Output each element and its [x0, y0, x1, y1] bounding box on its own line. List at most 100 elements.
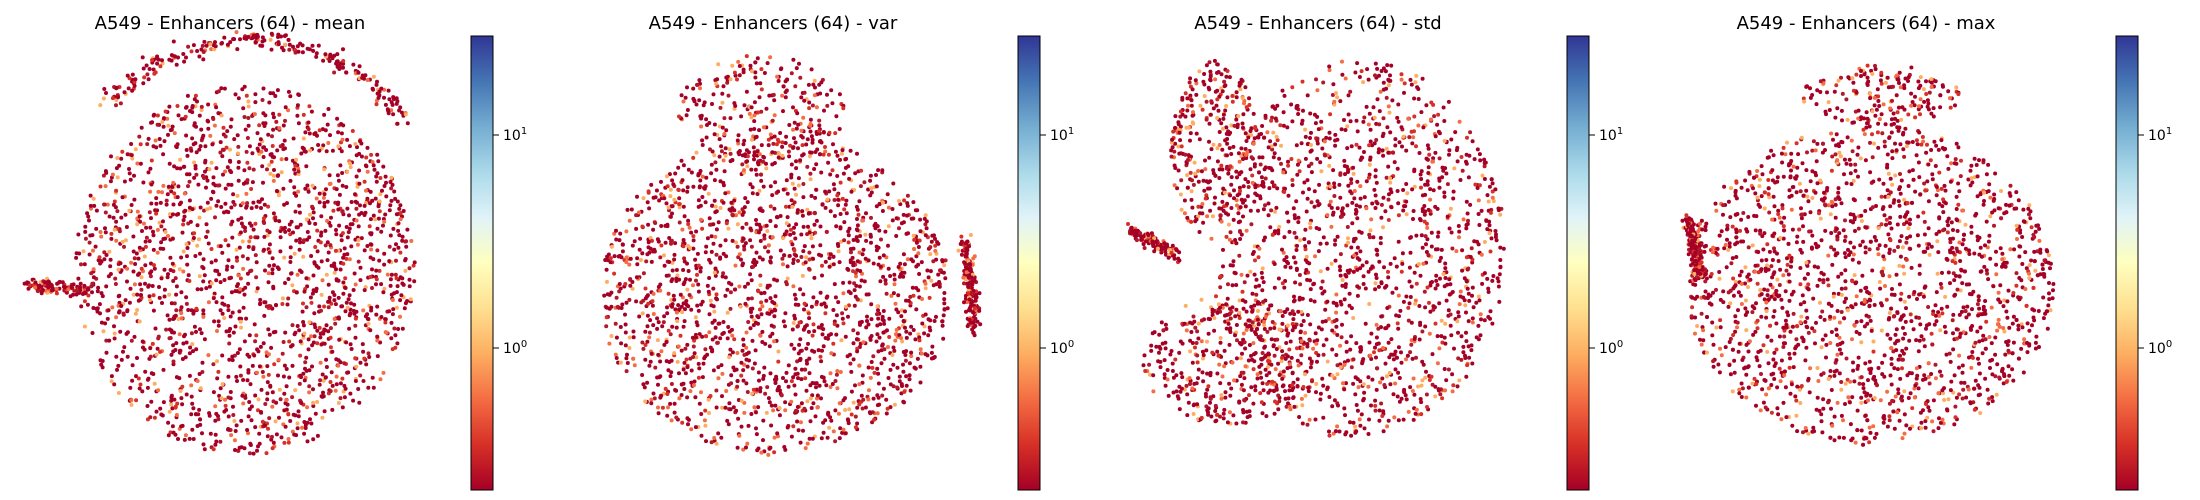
scatter-point — [881, 253, 886, 258]
scatter-point — [759, 300, 764, 305]
scatter-point — [213, 418, 218, 423]
scatter-point — [302, 238, 306, 243]
scatter-point — [231, 330, 236, 335]
scatter-point — [330, 383, 335, 388]
scatter-point — [160, 58, 164, 63]
scatter-point — [794, 192, 798, 197]
scatter-point — [334, 278, 339, 283]
scatter-point — [708, 345, 713, 350]
scatter-point — [358, 373, 363, 378]
scatter-point — [1202, 94, 1207, 98]
scatter-point — [765, 285, 770, 290]
scatter-point — [370, 267, 374, 272]
scatter-point — [349, 347, 354, 351]
scatter-point — [818, 243, 823, 248]
scatter-point — [796, 176, 801, 181]
scatter-point — [772, 435, 777, 440]
scatter-point — [118, 261, 123, 266]
scatter-point — [753, 60, 758, 65]
scatter-point — [189, 394, 194, 399]
scatter-point — [1384, 374, 1389, 379]
scatter-point — [175, 401, 180, 406]
scatter-point — [271, 399, 276, 404]
scatter-point — [812, 211, 817, 216]
scatter-point — [855, 421, 860, 426]
scatter-point — [235, 258, 239, 263]
scatter-point — [398, 250, 403, 255]
scatter-point — [1390, 98, 1395, 103]
scatter-point — [169, 402, 174, 407]
scatter-point — [112, 199, 117, 204]
scatter-point — [152, 263, 156, 268]
scatter-point — [383, 330, 388, 335]
scatter-point — [623, 312, 627, 317]
scatter-point — [309, 334, 314, 339]
scatter-point — [699, 124, 704, 129]
scatter-point — [680, 295, 685, 300]
scatter-point — [1353, 70, 1358, 75]
scatter-point — [276, 173, 281, 178]
scatter-point — [919, 351, 924, 356]
scatter-point — [296, 169, 301, 174]
scatter-point — [1411, 376, 1416, 381]
scatter-point — [797, 61, 801, 66]
scatter-point — [305, 420, 310, 425]
scatter-point — [375, 171, 380, 176]
scatter-point — [649, 259, 654, 264]
scatter-point — [254, 275, 259, 280]
scatter-point — [286, 440, 291, 445]
scatter-point — [897, 199, 901, 203]
scatter-point — [817, 118, 822, 123]
scatter-point — [191, 43, 196, 48]
scatter-point — [259, 206, 263, 210]
scatter-point — [157, 295, 162, 300]
scatter-point — [819, 170, 824, 175]
scatter-point — [1251, 111, 1256, 116]
scatter-point — [167, 409, 172, 414]
scatter-point — [224, 209, 229, 214]
scatter-point — [798, 420, 803, 425]
scatter-point — [112, 331, 117, 336]
scatter-point — [628, 283, 633, 288]
scatter-point — [722, 116, 727, 121]
scatter-point — [104, 350, 109, 355]
scatter-point — [676, 165, 681, 170]
scatter-point — [761, 373, 766, 378]
scatter-point — [127, 300, 132, 305]
scatter-point — [195, 223, 200, 228]
scatter-point — [230, 265, 235, 269]
scatter-point — [868, 411, 873, 416]
scatter-point — [965, 300, 970, 305]
scatter-point — [169, 189, 174, 194]
scatter-point — [102, 87, 107, 91]
scatter-point — [754, 134, 759, 139]
scatter-point — [166, 272, 170, 277]
scatter-point — [1456, 314, 1461, 319]
scatter-point — [125, 279, 129, 284]
scatter-point — [723, 293, 728, 298]
scatter-point — [334, 374, 339, 379]
scatter-point — [768, 55, 773, 60]
scatter-point — [146, 170, 151, 175]
scatter-point — [801, 428, 805, 433]
scatter-point — [716, 431, 721, 436]
scatter-point — [386, 111, 391, 116]
scatter-point — [781, 262, 785, 267]
scatter-point — [1227, 237, 1232, 242]
scatter-point — [749, 278, 754, 283]
scatter-point — [855, 337, 859, 342]
scatter-point — [973, 316, 978, 321]
scatter-point — [792, 186, 797, 191]
scatter-point — [769, 135, 774, 140]
scatter-point — [395, 121, 400, 126]
scatter-point — [876, 316, 881, 321]
scatter-point — [323, 52, 328, 57]
scatter-point — [314, 196, 319, 201]
scatter-point — [785, 191, 790, 196]
scatter-point — [762, 233, 767, 238]
scatter-point — [650, 303, 655, 308]
scatter-point — [656, 320, 661, 325]
scatter-point — [711, 286, 716, 291]
scatter-point — [905, 203, 910, 208]
scatter-point — [781, 319, 786, 324]
